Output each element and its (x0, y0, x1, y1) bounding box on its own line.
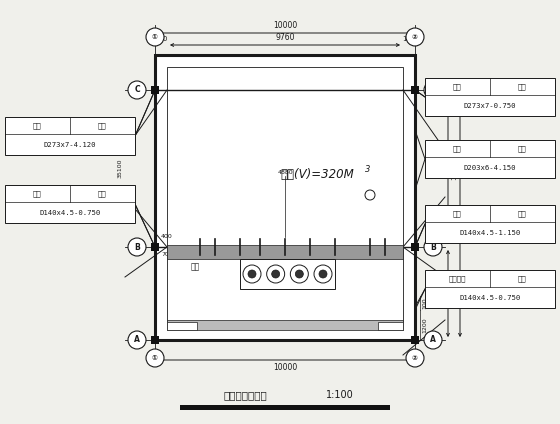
Text: 压制法兰: 压制法兰 (449, 275, 466, 282)
Text: 14000: 14000 (463, 204, 469, 226)
Circle shape (424, 331, 442, 349)
Text: 规格: 规格 (453, 210, 462, 217)
Text: ①: ① (152, 355, 158, 361)
Circle shape (295, 270, 304, 278)
Circle shape (319, 270, 327, 278)
Text: 110: 110 (402, 36, 416, 42)
Bar (425, 140, 555, 178)
Bar (151, 336, 159, 344)
Bar (411, 86, 419, 94)
Text: 700: 700 (161, 253, 173, 257)
Text: D140x4.5-0.750: D140x4.5-0.750 (39, 209, 101, 215)
Text: 4000: 4000 (451, 285, 457, 302)
Text: 100: 100 (422, 297, 427, 309)
Circle shape (424, 238, 442, 256)
Circle shape (146, 349, 164, 367)
Circle shape (314, 265, 332, 283)
Text: 根数: 根数 (98, 190, 107, 197)
Text: 防水套管预留图: 防水套管预留图 (223, 390, 267, 400)
Bar (151, 243, 159, 251)
Text: 10000: 10000 (451, 157, 457, 180)
Text: ①: ① (152, 34, 158, 40)
Text: 1200: 1200 (422, 317, 427, 333)
Text: 根数: 根数 (518, 210, 527, 217)
Text: 材料: 材料 (33, 190, 42, 197)
Text: 400: 400 (161, 234, 173, 240)
Text: A: A (430, 335, 436, 344)
Bar (167, 322, 197, 330)
Text: ②: ② (412, 355, 418, 361)
Circle shape (406, 28, 424, 46)
Bar (411, 243, 419, 251)
Circle shape (243, 265, 261, 283)
Text: 4880: 4880 (277, 170, 293, 175)
Bar (180, 405, 390, 410)
Circle shape (365, 190, 375, 200)
Circle shape (128, 238, 146, 256)
Text: 120: 120 (155, 36, 167, 42)
Bar (167, 320, 403, 330)
Text: 规格: 规格 (453, 145, 462, 152)
Text: 35100: 35100 (118, 159, 123, 178)
Bar (240, 259, 335, 289)
Text: 10000: 10000 (273, 363, 297, 372)
Circle shape (128, 81, 146, 99)
Text: A: A (134, 335, 140, 344)
Text: 容积(V)=320M: 容积(V)=320M (280, 168, 354, 181)
Bar (425, 78, 555, 116)
Bar (5, 117, 135, 155)
Bar (167, 67, 403, 328)
Text: B: B (134, 243, 140, 251)
Text: ZHULONG.COM: ZHULONG.COM (212, 290, 358, 310)
Bar (151, 86, 159, 94)
Text: ②: ② (412, 34, 418, 40)
Text: 根数: 根数 (518, 275, 527, 282)
Text: D140x4.5-0.750: D140x4.5-0.750 (459, 295, 521, 301)
Bar (425, 205, 555, 243)
Text: 水泵: 水泵 (190, 262, 199, 271)
Bar (411, 336, 419, 344)
Bar (155, 55, 415, 340)
Text: D273x7-0.750: D273x7-0.750 (464, 103, 516, 109)
Bar (378, 322, 403, 330)
Circle shape (248, 270, 256, 278)
Circle shape (290, 265, 309, 283)
Text: D273x7-4.120: D273x7-4.120 (44, 142, 96, 148)
Text: C: C (430, 86, 436, 95)
Circle shape (128, 331, 146, 349)
Text: 根数: 根数 (98, 122, 107, 129)
Circle shape (424, 81, 442, 99)
Circle shape (146, 28, 164, 46)
Text: 9760: 9760 (276, 33, 295, 42)
Text: 龍: 龍 (248, 150, 323, 271)
Text: C: C (134, 86, 140, 95)
Bar (167, 245, 403, 259)
Circle shape (267, 265, 284, 283)
Text: 根数: 根数 (518, 83, 527, 90)
Text: 10000: 10000 (273, 21, 297, 30)
Text: B: B (430, 243, 436, 251)
Circle shape (272, 270, 279, 278)
Circle shape (406, 349, 424, 367)
Text: 1:100: 1:100 (326, 390, 354, 400)
Text: 规格: 规格 (453, 83, 462, 90)
Text: D140x4.5-1.150: D140x4.5-1.150 (459, 229, 521, 236)
Text: 规格: 规格 (33, 122, 42, 129)
Text: 根数: 根数 (518, 145, 527, 152)
Bar (5, 185, 135, 223)
Bar (425, 270, 555, 308)
Text: D203x6-4.150: D203x6-4.150 (464, 165, 516, 170)
Text: 3: 3 (365, 165, 370, 173)
